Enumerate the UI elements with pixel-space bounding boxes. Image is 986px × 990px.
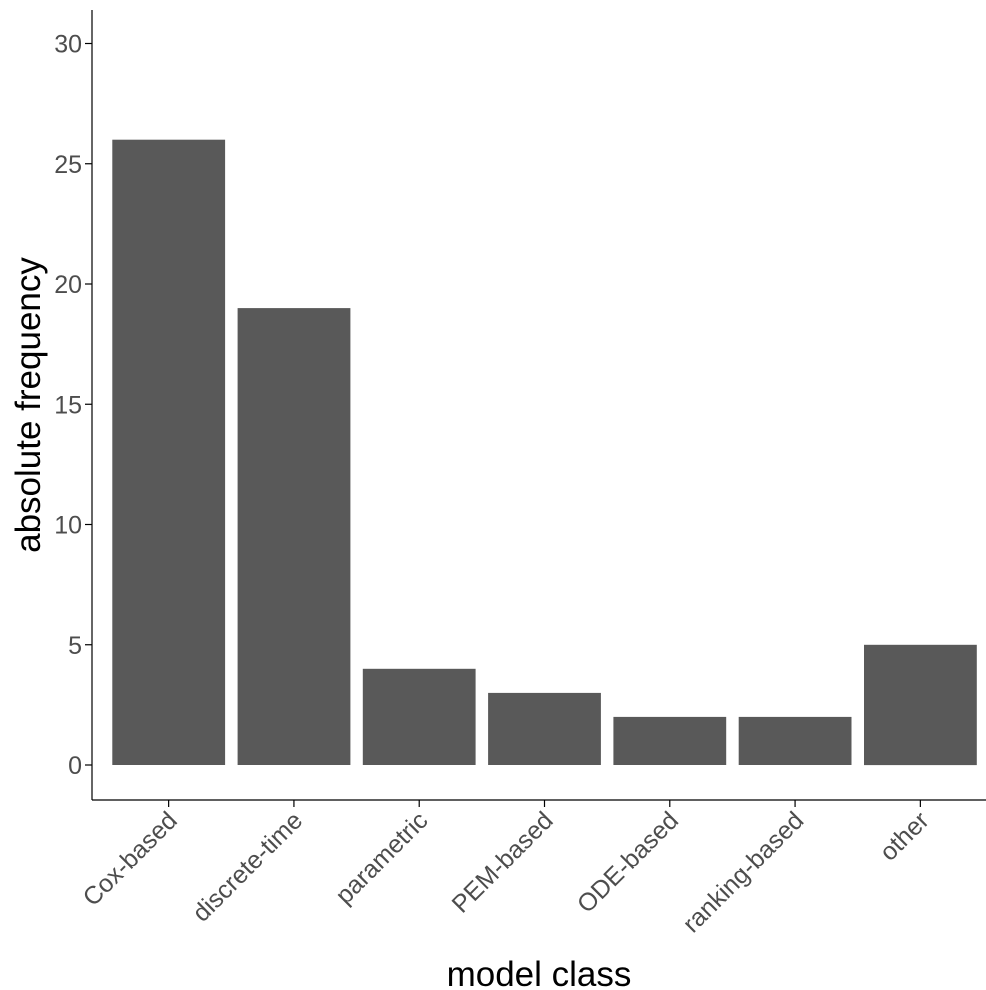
y-tick-label: 10 [54,512,82,540]
x-tick-label: Cox-based [78,806,183,911]
x-tick-label: parametric [330,806,433,909]
y-tick-label: 20 [54,271,82,299]
bar-other [864,644,977,766]
bar-ode-based [613,716,727,765]
x-axis: Cox-based discrete-time parametric PEM-base… [78,799,986,938]
x-tick-label: other [875,806,935,866]
x-tick-label: discrete-time [187,806,308,927]
y-axis: 0 5 10 15 20 25 30 [54,10,93,800]
y-tick-label: 5 [68,632,82,660]
y-tick-label: 30 [54,31,82,59]
y-tick-label: 15 [54,391,82,419]
x-axis-title: model class [447,955,632,990]
x-tick-label: ODE-based [572,806,684,918]
y-axis-title: absolute frequency [9,257,48,553]
bar-parametric [362,668,476,765]
y-tick-label: 25 [54,151,82,179]
bar-discrete-time [237,308,351,765]
bar-cox-based [112,139,226,765]
x-tick-label: PEM-based [447,806,559,918]
bar-pem-based [488,692,601,765]
x-tick-label: ranking-based [677,806,809,938]
bar-ranking-based [738,716,852,765]
y-tick-label: 0 [68,752,82,780]
bars-group [112,139,977,766]
